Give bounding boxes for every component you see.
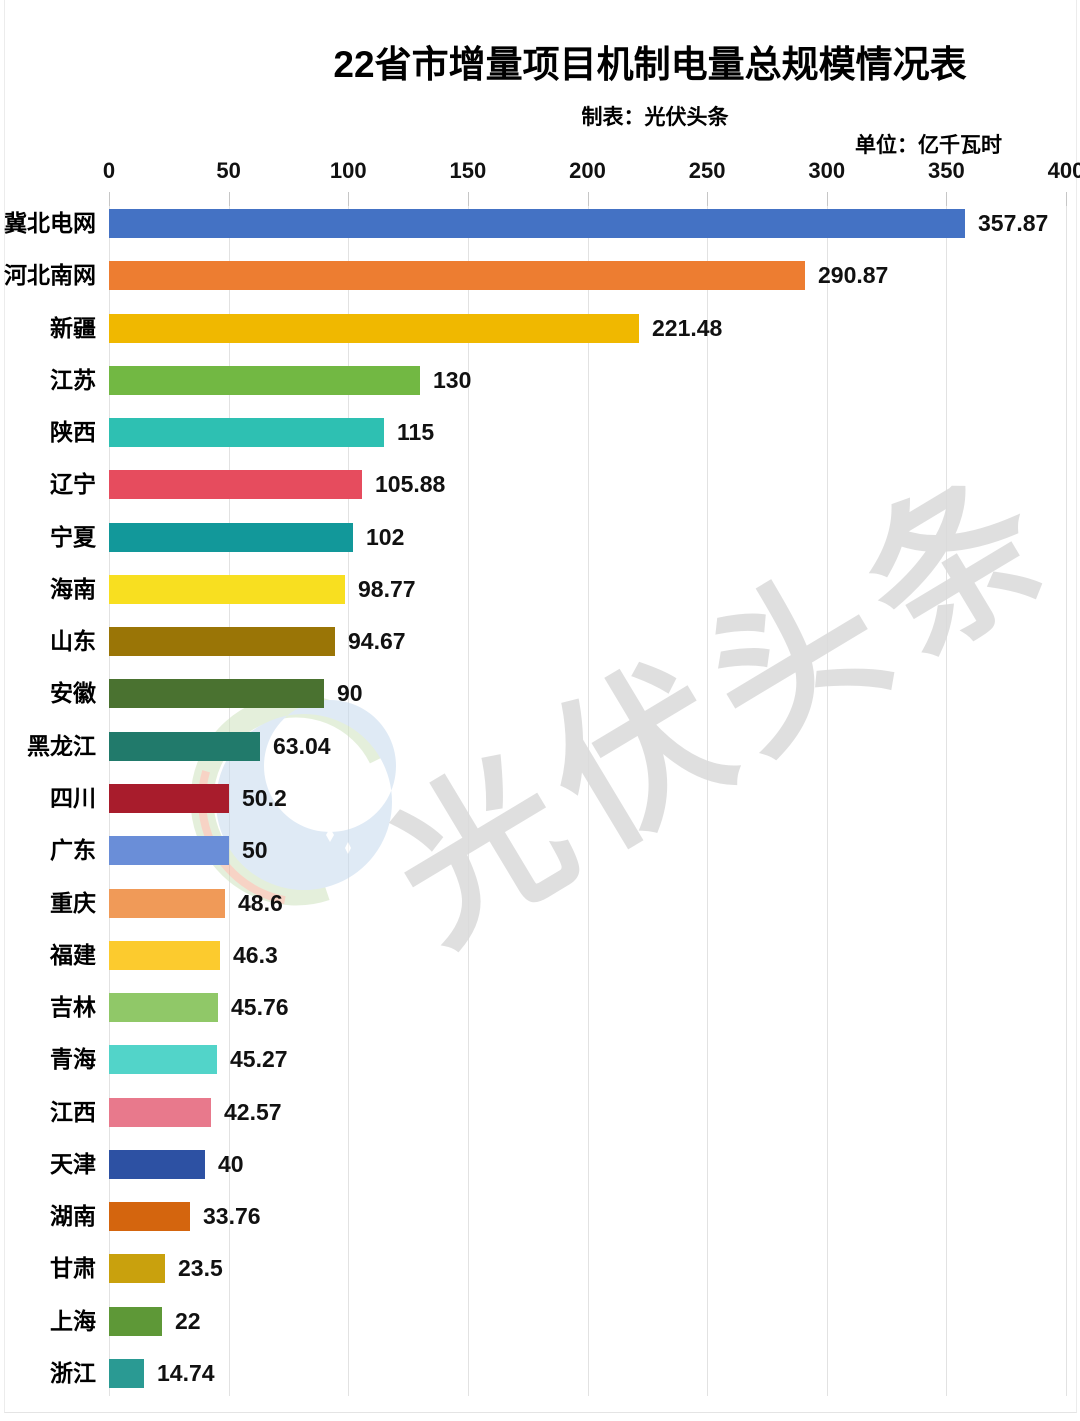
axis-tickmark bbox=[827, 192, 828, 206]
bar bbox=[109, 679, 324, 708]
category-label: 黑龙江 bbox=[27, 733, 96, 759]
category-label: 陕西 bbox=[50, 419, 96, 445]
bar bbox=[109, 575, 345, 604]
bar bbox=[109, 1359, 144, 1388]
canvas-border bbox=[4, 0, 1077, 1413]
value-label: 50 bbox=[242, 837, 268, 863]
value-label: 40 bbox=[218, 1151, 244, 1177]
bar bbox=[109, 261, 805, 290]
category-label: 甘肃 bbox=[50, 1255, 96, 1281]
chart-subtitle: 制表：光伏头条 bbox=[581, 106, 729, 129]
value-label: 115 bbox=[397, 419, 435, 445]
bar bbox=[109, 1098, 211, 1127]
value-label: 98.77 bbox=[358, 576, 416, 602]
category-label: 江苏 bbox=[50, 367, 96, 393]
value-label: 48.6 bbox=[238, 890, 283, 916]
value-label: 105.88 bbox=[375, 471, 446, 497]
category-label: 江西 bbox=[50, 1099, 96, 1125]
bar bbox=[109, 209, 965, 238]
gridline bbox=[588, 192, 589, 1396]
bar bbox=[109, 470, 362, 499]
x-axis-tick-label: 0 bbox=[102, 158, 116, 183]
category-label: 天津 bbox=[50, 1151, 96, 1177]
bar bbox=[109, 523, 353, 552]
x-axis-tick-label: 250 bbox=[688, 158, 726, 183]
value-label: 90 bbox=[337, 680, 363, 706]
bar bbox=[109, 1045, 217, 1074]
x-axis-tick-label: 150 bbox=[449, 158, 487, 183]
category-label: 湖南 bbox=[50, 1203, 96, 1229]
x-axis-tick-label: 200 bbox=[569, 158, 606, 183]
x-axis-tick-label: 400 bbox=[1047, 158, 1080, 183]
category-label: 冀北电网 bbox=[4, 210, 96, 236]
axis-tickmark bbox=[1066, 192, 1067, 206]
gridline bbox=[1066, 192, 1067, 1396]
bar bbox=[109, 627, 335, 656]
category-label: 广东 bbox=[50, 837, 96, 863]
axis-tickmark bbox=[109, 192, 110, 206]
gridline bbox=[707, 192, 708, 1396]
category-label: 吉林 bbox=[50, 994, 96, 1020]
bar bbox=[109, 941, 220, 970]
axis-tickmark bbox=[707, 192, 708, 206]
value-label: 23.5 bbox=[178, 1255, 223, 1281]
bar bbox=[109, 1307, 162, 1336]
bar bbox=[109, 1202, 190, 1231]
category-label: 宁夏 bbox=[50, 524, 96, 550]
x-axis-tick-label: 50 bbox=[216, 158, 241, 183]
axis-tickmark bbox=[229, 192, 230, 206]
x-axis-tick-label: 300 bbox=[808, 158, 846, 183]
axis-tickmark bbox=[348, 192, 349, 206]
category-label: 山东 bbox=[50, 628, 96, 654]
bar bbox=[109, 1150, 205, 1179]
value-label: 290.87 bbox=[818, 262, 889, 288]
value-label: 14.74 bbox=[157, 1360, 215, 1386]
category-label: 福建 bbox=[50, 942, 96, 968]
unit-label: 单位：亿千瓦时 bbox=[855, 134, 1002, 157]
value-label: 45.27 bbox=[230, 1046, 288, 1072]
axis-tickmark bbox=[468, 192, 469, 206]
gridline bbox=[468, 192, 469, 1396]
value-label: 46.3 bbox=[233, 942, 278, 968]
value-label: 102 bbox=[366, 524, 405, 550]
value-label: 22 bbox=[175, 1308, 201, 1334]
bar bbox=[109, 836, 229, 865]
category-label: 安徽 bbox=[50, 680, 96, 706]
category-label: 浙江 bbox=[50, 1360, 96, 1386]
category-label: 海南 bbox=[50, 576, 96, 602]
axis-tickmark bbox=[946, 192, 947, 206]
category-label: 新疆 bbox=[50, 315, 96, 341]
bar bbox=[109, 1254, 165, 1283]
value-label: 50.2 bbox=[242, 785, 287, 811]
value-label: 94.67 bbox=[348, 628, 406, 654]
value-label: 130 bbox=[433, 367, 472, 393]
bar bbox=[109, 889, 225, 918]
x-axis-tick-label: 350 bbox=[928, 158, 965, 183]
bar bbox=[109, 366, 420, 395]
value-label: 63.04 bbox=[273, 733, 331, 759]
value-label: 33.76 bbox=[203, 1203, 261, 1229]
value-label: 45.76 bbox=[231, 994, 289, 1020]
value-label: 221.48 bbox=[652, 315, 723, 341]
category-label: 上海 bbox=[50, 1308, 96, 1334]
bar bbox=[109, 784, 229, 813]
category-label: 四川 bbox=[50, 785, 96, 811]
bar bbox=[109, 993, 218, 1022]
category-label: 河北南网 bbox=[4, 262, 96, 288]
x-axis-tick-label: 100 bbox=[329, 158, 367, 183]
category-label: 青海 bbox=[50, 1046, 96, 1072]
chart-title: 22省市增量项目机制电量总规模情况表 bbox=[333, 44, 967, 85]
bar bbox=[109, 418, 384, 447]
category-label: 辽宁 bbox=[50, 471, 96, 497]
bar bbox=[109, 732, 260, 761]
value-label: 42.57 bbox=[224, 1099, 282, 1125]
gridline bbox=[946, 192, 947, 1396]
gridline bbox=[827, 192, 828, 1396]
bar bbox=[109, 314, 639, 343]
category-label: 重庆 bbox=[50, 890, 96, 916]
axis-tickmark bbox=[588, 192, 589, 206]
value-label: 357.87 bbox=[978, 210, 1049, 236]
